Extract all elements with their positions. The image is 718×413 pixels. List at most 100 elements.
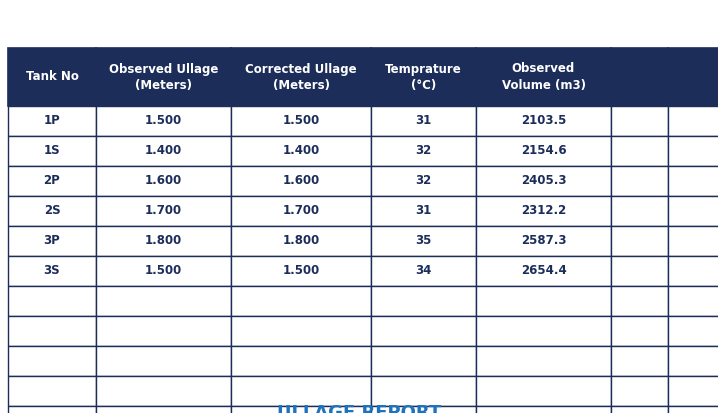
Bar	[611, 226, 668, 256]
Bar	[96, 106, 231, 136]
Bar	[611, 346, 668, 376]
Text: 3P: 3P	[44, 235, 60, 247]
Bar	[611, 196, 668, 226]
Text: 1.600: 1.600	[282, 175, 320, 188]
Bar	[96, 286, 231, 316]
Bar	[611, 48, 668, 106]
Bar	[371, 406, 476, 413]
Text: 1.500: 1.500	[282, 114, 320, 128]
Bar	[371, 48, 476, 106]
Bar	[96, 346, 231, 376]
Text: 2587.3: 2587.3	[521, 235, 567, 247]
Bar	[476, 196, 611, 226]
Text: 34: 34	[415, 264, 432, 278]
Bar	[611, 166, 668, 196]
Bar	[668, 256, 718, 286]
Bar	[371, 256, 476, 286]
Text: 35: 35	[415, 235, 432, 247]
Text: 32: 32	[416, 175, 432, 188]
Text: 2154.6: 2154.6	[521, 145, 567, 157]
Text: 32: 32	[416, 145, 432, 157]
Bar	[8, 106, 96, 136]
Bar	[8, 196, 96, 226]
Bar	[371, 196, 476, 226]
Bar	[231, 406, 371, 413]
Bar	[668, 106, 718, 136]
Bar	[668, 196, 718, 226]
Bar	[231, 376, 371, 406]
Bar	[668, 48, 718, 106]
Bar	[668, 166, 718, 196]
Bar	[231, 226, 371, 256]
Bar	[231, 346, 371, 376]
Bar	[611, 106, 668, 136]
Text: 2103.5: 2103.5	[521, 114, 567, 128]
Text: 31: 31	[416, 114, 432, 128]
Bar	[231, 166, 371, 196]
Bar	[476, 286, 611, 316]
Bar	[476, 346, 611, 376]
Bar	[8, 406, 96, 413]
Bar	[96, 48, 231, 106]
Bar	[611, 376, 668, 406]
Bar	[8, 316, 96, 346]
Text: 1.700: 1.700	[145, 204, 182, 218]
Bar	[231, 48, 371, 106]
Text: ULLAGE REPORT: ULLAGE REPORT	[277, 404, 441, 413]
Bar	[96, 256, 231, 286]
Text: 1.500: 1.500	[145, 264, 182, 278]
Bar	[611, 406, 668, 413]
Bar	[231, 106, 371, 136]
Bar	[371, 286, 476, 316]
Bar	[668, 346, 718, 376]
Bar	[668, 316, 718, 346]
Text: Observed Ullage
(Meters): Observed Ullage (Meters)	[109, 62, 218, 92]
Bar	[476, 226, 611, 256]
Bar	[476, 136, 611, 166]
Bar	[476, 256, 611, 286]
Text: 1.800: 1.800	[282, 235, 320, 247]
Bar	[8, 48, 96, 106]
Bar	[668, 406, 718, 413]
Bar	[231, 316, 371, 346]
Text: 1S: 1S	[44, 145, 60, 157]
Bar	[96, 406, 231, 413]
Bar	[231, 136, 371, 166]
Bar	[8, 136, 96, 166]
Bar	[476, 166, 611, 196]
Bar	[611, 256, 668, 286]
Text: 31: 31	[416, 204, 432, 218]
Bar	[96, 376, 231, 406]
Bar	[371, 316, 476, 346]
Bar	[96, 226, 231, 256]
Bar	[8, 376, 96, 406]
Bar	[371, 226, 476, 256]
Bar	[96, 196, 231, 226]
Bar	[476, 316, 611, 346]
Bar	[668, 226, 718, 256]
Bar	[8, 166, 96, 196]
Text: 2405.3: 2405.3	[521, 175, 567, 188]
Text: 1.700: 1.700	[282, 204, 320, 218]
Text: 1.800: 1.800	[145, 235, 182, 247]
Bar	[96, 136, 231, 166]
Text: 1.400: 1.400	[282, 145, 320, 157]
Text: 1.400: 1.400	[145, 145, 182, 157]
Bar	[96, 316, 231, 346]
Bar	[8, 256, 96, 286]
Bar	[8, 346, 96, 376]
Bar	[668, 286, 718, 316]
Bar	[371, 136, 476, 166]
Text: 2P: 2P	[44, 175, 60, 188]
Bar	[371, 166, 476, 196]
Text: Corrected Ullage
(Meters): Corrected Ullage (Meters)	[245, 62, 357, 92]
Text: 2S: 2S	[44, 204, 60, 218]
Bar	[476, 106, 611, 136]
Text: Temprature
(°C): Temprature (°C)	[385, 62, 462, 92]
Bar	[476, 406, 611, 413]
Bar	[611, 286, 668, 316]
Bar	[611, 316, 668, 346]
Bar	[668, 136, 718, 166]
Bar	[371, 106, 476, 136]
Bar	[8, 226, 96, 256]
